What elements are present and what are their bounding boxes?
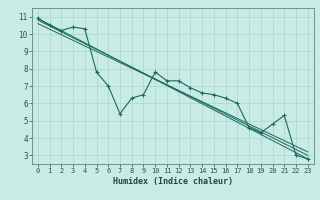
X-axis label: Humidex (Indice chaleur): Humidex (Indice chaleur) <box>113 177 233 186</box>
